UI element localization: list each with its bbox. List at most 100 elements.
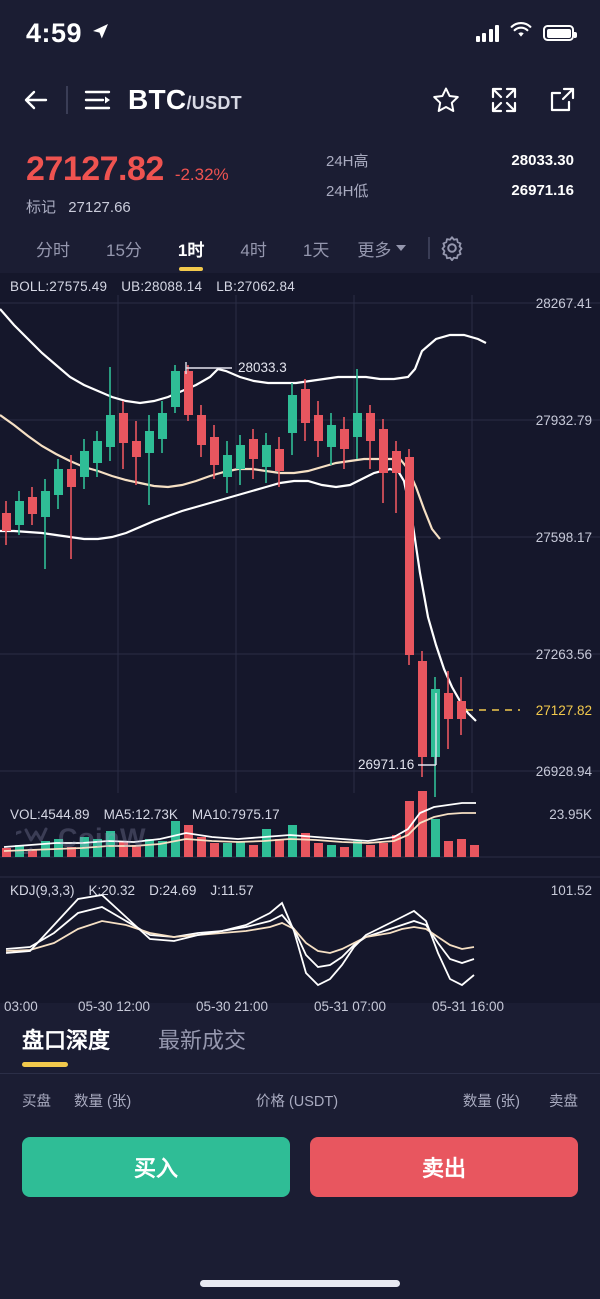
stat-high-row: 24H高 28033.30 bbox=[326, 150, 574, 171]
ticker-stats-group: 24H高 28033.30 24H低 26971.16 bbox=[326, 150, 574, 217]
tab-timeframe-1d[interactable]: 1天 bbox=[302, 240, 330, 260]
tab-timeframe-4h[interactable]: 4时 bbox=[240, 240, 267, 260]
share-icon[interactable] bbox=[546, 84, 578, 116]
high-annotation-label: 28033.3 bbox=[238, 360, 287, 375]
candle bbox=[171, 365, 180, 413]
candle bbox=[392, 441, 401, 513]
candle bbox=[197, 405, 206, 457]
candle bbox=[314, 401, 323, 457]
boll-ub-value: UB:28088.14 bbox=[121, 279, 203, 294]
action-buttons: 买入 卖出 bbox=[0, 1111, 600, 1197]
candle bbox=[236, 435, 245, 485]
kdj-k-line bbox=[5, 906, 475, 968]
boll-lower-band bbox=[0, 467, 477, 722]
volume-bars bbox=[2, 791, 479, 857]
chart-area[interactable]: BOLL:27575.49 UB:28088.14 LB:27062.84 28… bbox=[0, 273, 600, 1014]
candle bbox=[275, 437, 284, 487]
volume-ma10-value: MA10:7975.17 bbox=[191, 807, 280, 822]
tab-recent-trades[interactable]: 最新成交 bbox=[158, 1028, 247, 1053]
kdj-d-value: D:24.69 bbox=[149, 883, 197, 898]
status-time: 4:59 bbox=[26, 17, 83, 48]
tab-timeframe-fenshi[interactable]: 分时 bbox=[36, 240, 70, 260]
candle bbox=[366, 405, 375, 469]
more-timeframes-button[interactable]: 更多 bbox=[347, 232, 416, 273]
tab-timeframe-1h[interactable]: 1时 bbox=[160, 232, 222, 273]
candle bbox=[301, 379, 310, 441]
coinw-watermark-text: CoinW bbox=[58, 823, 146, 853]
candle bbox=[119, 401, 128, 469]
status-bar-left: 4:59 bbox=[26, 18, 110, 49]
ticker-main-row: 27127.82 -2.32% bbox=[26, 150, 326, 189]
low-annotation-label: 26971.16 bbox=[358, 757, 415, 772]
price-axis-label-4: 26928.94 bbox=[535, 764, 592, 779]
coinw-watermark: CoinW bbox=[16, 823, 146, 854]
more-label: 更多 bbox=[357, 240, 392, 260]
mark-price-row: 标记 27127.66 bbox=[26, 196, 326, 217]
location-arrow-icon bbox=[90, 21, 110, 46]
fullscreen-icon[interactable] bbox=[488, 84, 520, 116]
high-label: 24H高 bbox=[326, 153, 369, 170]
boll-upper-band bbox=[0, 308, 487, 405]
candle bbox=[15, 491, 24, 535]
buy-button[interactable]: 买入 bbox=[22, 1137, 290, 1197]
candle bbox=[223, 441, 232, 493]
timeframe-bar: 分时 15分 1时 4时 1天 更多 bbox=[0, 223, 600, 273]
ticker-price-group: 27127.82 -2.32% 标记 27127.66 bbox=[26, 150, 326, 217]
volume-panel bbox=[0, 791, 600, 858]
header-left: BTC/USDT bbox=[20, 84, 242, 116]
change-percent: -2.32% bbox=[174, 165, 229, 184]
candle bbox=[54, 459, 63, 509]
candlestick-series bbox=[2, 365, 466, 797]
boll-legend: BOLL:27575.49 UB:28088.14 LB:27062.84 bbox=[10, 279, 295, 294]
kdj-axis-max: 101.52 bbox=[550, 883, 592, 898]
battery-icon bbox=[543, 25, 577, 41]
orderbook-divider bbox=[0, 1073, 600, 1074]
volume-ma5-line bbox=[3, 802, 476, 848]
candle bbox=[340, 417, 349, 469]
status-bar: 4:59 bbox=[0, 0, 600, 66]
candle bbox=[288, 383, 297, 455]
chart-svg bbox=[0, 295, 600, 987]
candle bbox=[93, 431, 102, 477]
star-icon[interactable] bbox=[430, 84, 462, 116]
orderbook-header-price: 价格 (USDT) bbox=[255, 1094, 339, 1110]
pair-list-icon[interactable] bbox=[82, 84, 114, 116]
kdj-params: KDJ(9,3,3) bbox=[10, 883, 75, 898]
high-annotation-leader bbox=[185, 362, 232, 374]
time-axis-label-4: 05-31 16:00 bbox=[432, 999, 505, 1014]
back-arrow-icon[interactable] bbox=[20, 84, 52, 116]
candle bbox=[132, 421, 141, 485]
cellular-signal-icon bbox=[475, 24, 499, 42]
time-axis-label-1: 05-30 12:00 bbox=[78, 999, 151, 1014]
timeframe-divider bbox=[428, 237, 431, 259]
candle bbox=[444, 671, 453, 749]
kdj-panel bbox=[0, 876, 600, 987]
kdj-d-line bbox=[5, 920, 475, 954]
candle bbox=[158, 401, 167, 453]
coinw-logo-icon bbox=[16, 827, 48, 854]
orderbook-header-sell: 卖盘 bbox=[549, 1094, 579, 1110]
kdj-k-value: K:20.32 bbox=[88, 883, 136, 898]
low-value: 26971.16 bbox=[511, 182, 574, 199]
pair-quote: /USDT bbox=[186, 93, 242, 113]
boll-lb-value: LB:27062.84 bbox=[216, 279, 295, 294]
low-annotation-leader bbox=[418, 693, 437, 766]
header-right bbox=[430, 84, 578, 116]
price-axis-label-2: 27598.17 bbox=[535, 530, 592, 545]
candle bbox=[249, 429, 258, 479]
orderbook-header-buy: 买盘 bbox=[22, 1094, 51, 1110]
tab-timeframe-15m[interactable]: 15分 bbox=[106, 240, 142, 260]
kdj-legend: KDJ(9,3,3) K:20.32 D:24.69 J:11.57 bbox=[10, 883, 254, 898]
mark-price-value: 27127.66 bbox=[68, 199, 131, 216]
volume-legend: VOL:4544.89 MA5:12.73K MA10:7975.17 bbox=[10, 807, 280, 822]
candle bbox=[418, 651, 427, 777]
price-axis-label-1: 27932.79 bbox=[535, 413, 592, 428]
gear-icon[interactable] bbox=[436, 232, 468, 264]
tab-orderbook-depth[interactable]: 盘口深度 bbox=[22, 1023, 110, 1071]
ticker-panel: 27127.82 -2.32% 标记 27127.66 24H高 28033.3… bbox=[0, 134, 600, 223]
page-title: BTC/USDT bbox=[128, 84, 242, 116]
kdj-j-value: J:11.57 bbox=[210, 883, 254, 898]
sell-button[interactable]: 卖出 bbox=[310, 1137, 578, 1197]
price-axis-label-0: 28267.41 bbox=[535, 296, 592, 311]
chevron-down-icon bbox=[396, 245, 407, 251]
